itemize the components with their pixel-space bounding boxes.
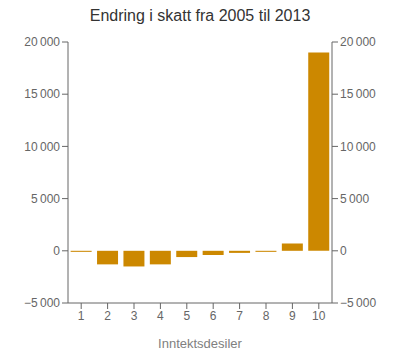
svg-text:15 000: 15 000 <box>340 87 376 101</box>
svg-text:9: 9 <box>289 309 296 323</box>
svg-text:10 000: 10 000 <box>340 140 376 154</box>
svg-text:0: 0 <box>53 244 60 258</box>
svg-text:10 000: 10 000 <box>24 140 60 154</box>
svg-text:3: 3 <box>131 309 138 323</box>
svg-text:0: 0 <box>340 244 347 258</box>
svg-text:1: 1 <box>78 309 85 323</box>
svg-text:8: 8 <box>263 309 270 323</box>
svg-text:Inntektsdesiler: Inntektsdesiler <box>158 336 242 351</box>
svg-text:7: 7 <box>236 309 243 323</box>
svg-text:20 000: 20 000 <box>24 35 60 49</box>
svg-text:4: 4 <box>157 309 164 323</box>
html-text:Endring i skatt fra 2005 til 2: Endring i skatt fra 2005 til 2013 <box>89 7 311 24</box>
svg-text:10: 10 <box>312 309 326 323</box>
svg-text:5: 5 <box>183 309 190 323</box>
svg-text:5 000: 5 000 <box>340 192 369 206</box>
svg-text:2: 2 <box>104 309 111 323</box>
svg-text:−5 000: −5 000 <box>340 296 376 310</box>
svg-text:6: 6 <box>210 309 217 323</box>
svg-text:20 000: 20 000 <box>340 35 376 49</box>
svg-text:5 000: 5 000 <box>31 192 60 206</box>
svg-text:15 000: 15 000 <box>24 87 60 101</box>
svg-text:−5 000: −5 000 <box>24 296 60 310</box>
